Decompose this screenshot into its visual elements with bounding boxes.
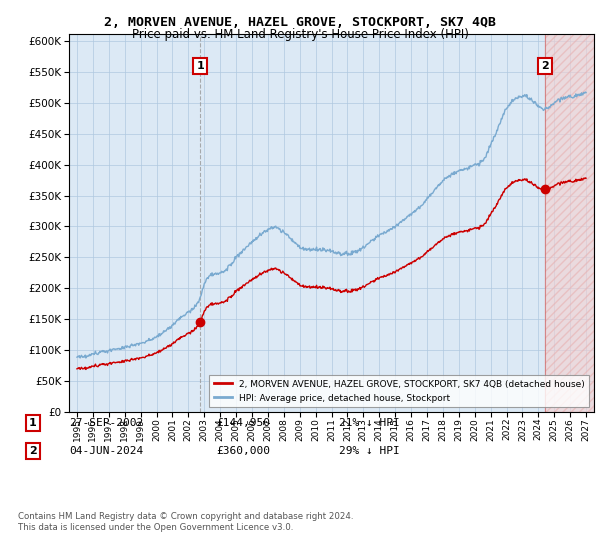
Text: Contains HM Land Registry data © Crown copyright and database right 2024.
This d: Contains HM Land Registry data © Crown c… bbox=[18, 512, 353, 532]
Text: 27-SEP-2002: 27-SEP-2002 bbox=[69, 418, 143, 428]
Text: 29% ↓ HPI: 29% ↓ HPI bbox=[339, 446, 400, 456]
Text: 1: 1 bbox=[29, 418, 37, 428]
Text: 2, MORVEN AVENUE, HAZEL GROVE, STOCKPORT, SK7 4QB: 2, MORVEN AVENUE, HAZEL GROVE, STOCKPORT… bbox=[104, 16, 496, 29]
Text: £360,000: £360,000 bbox=[216, 446, 270, 456]
Bar bbox=[545, 34, 594, 412]
Text: 04-JUN-2024: 04-JUN-2024 bbox=[69, 446, 143, 456]
Legend: 2, MORVEN AVENUE, HAZEL GROVE, STOCKPORT, SK7 4QB (detached house), HPI: Average: 2, MORVEN AVENUE, HAZEL GROVE, STOCKPORT… bbox=[209, 375, 589, 407]
Text: 2: 2 bbox=[541, 60, 549, 71]
Text: Price paid vs. HM Land Registry's House Price Index (HPI): Price paid vs. HM Land Registry's House … bbox=[131, 28, 469, 41]
Text: 1: 1 bbox=[196, 60, 204, 71]
Text: 2: 2 bbox=[29, 446, 37, 456]
Text: 21% ↓ HPI: 21% ↓ HPI bbox=[339, 418, 400, 428]
Bar bbox=[545, 34, 594, 412]
Text: £144,950: £144,950 bbox=[216, 418, 270, 428]
